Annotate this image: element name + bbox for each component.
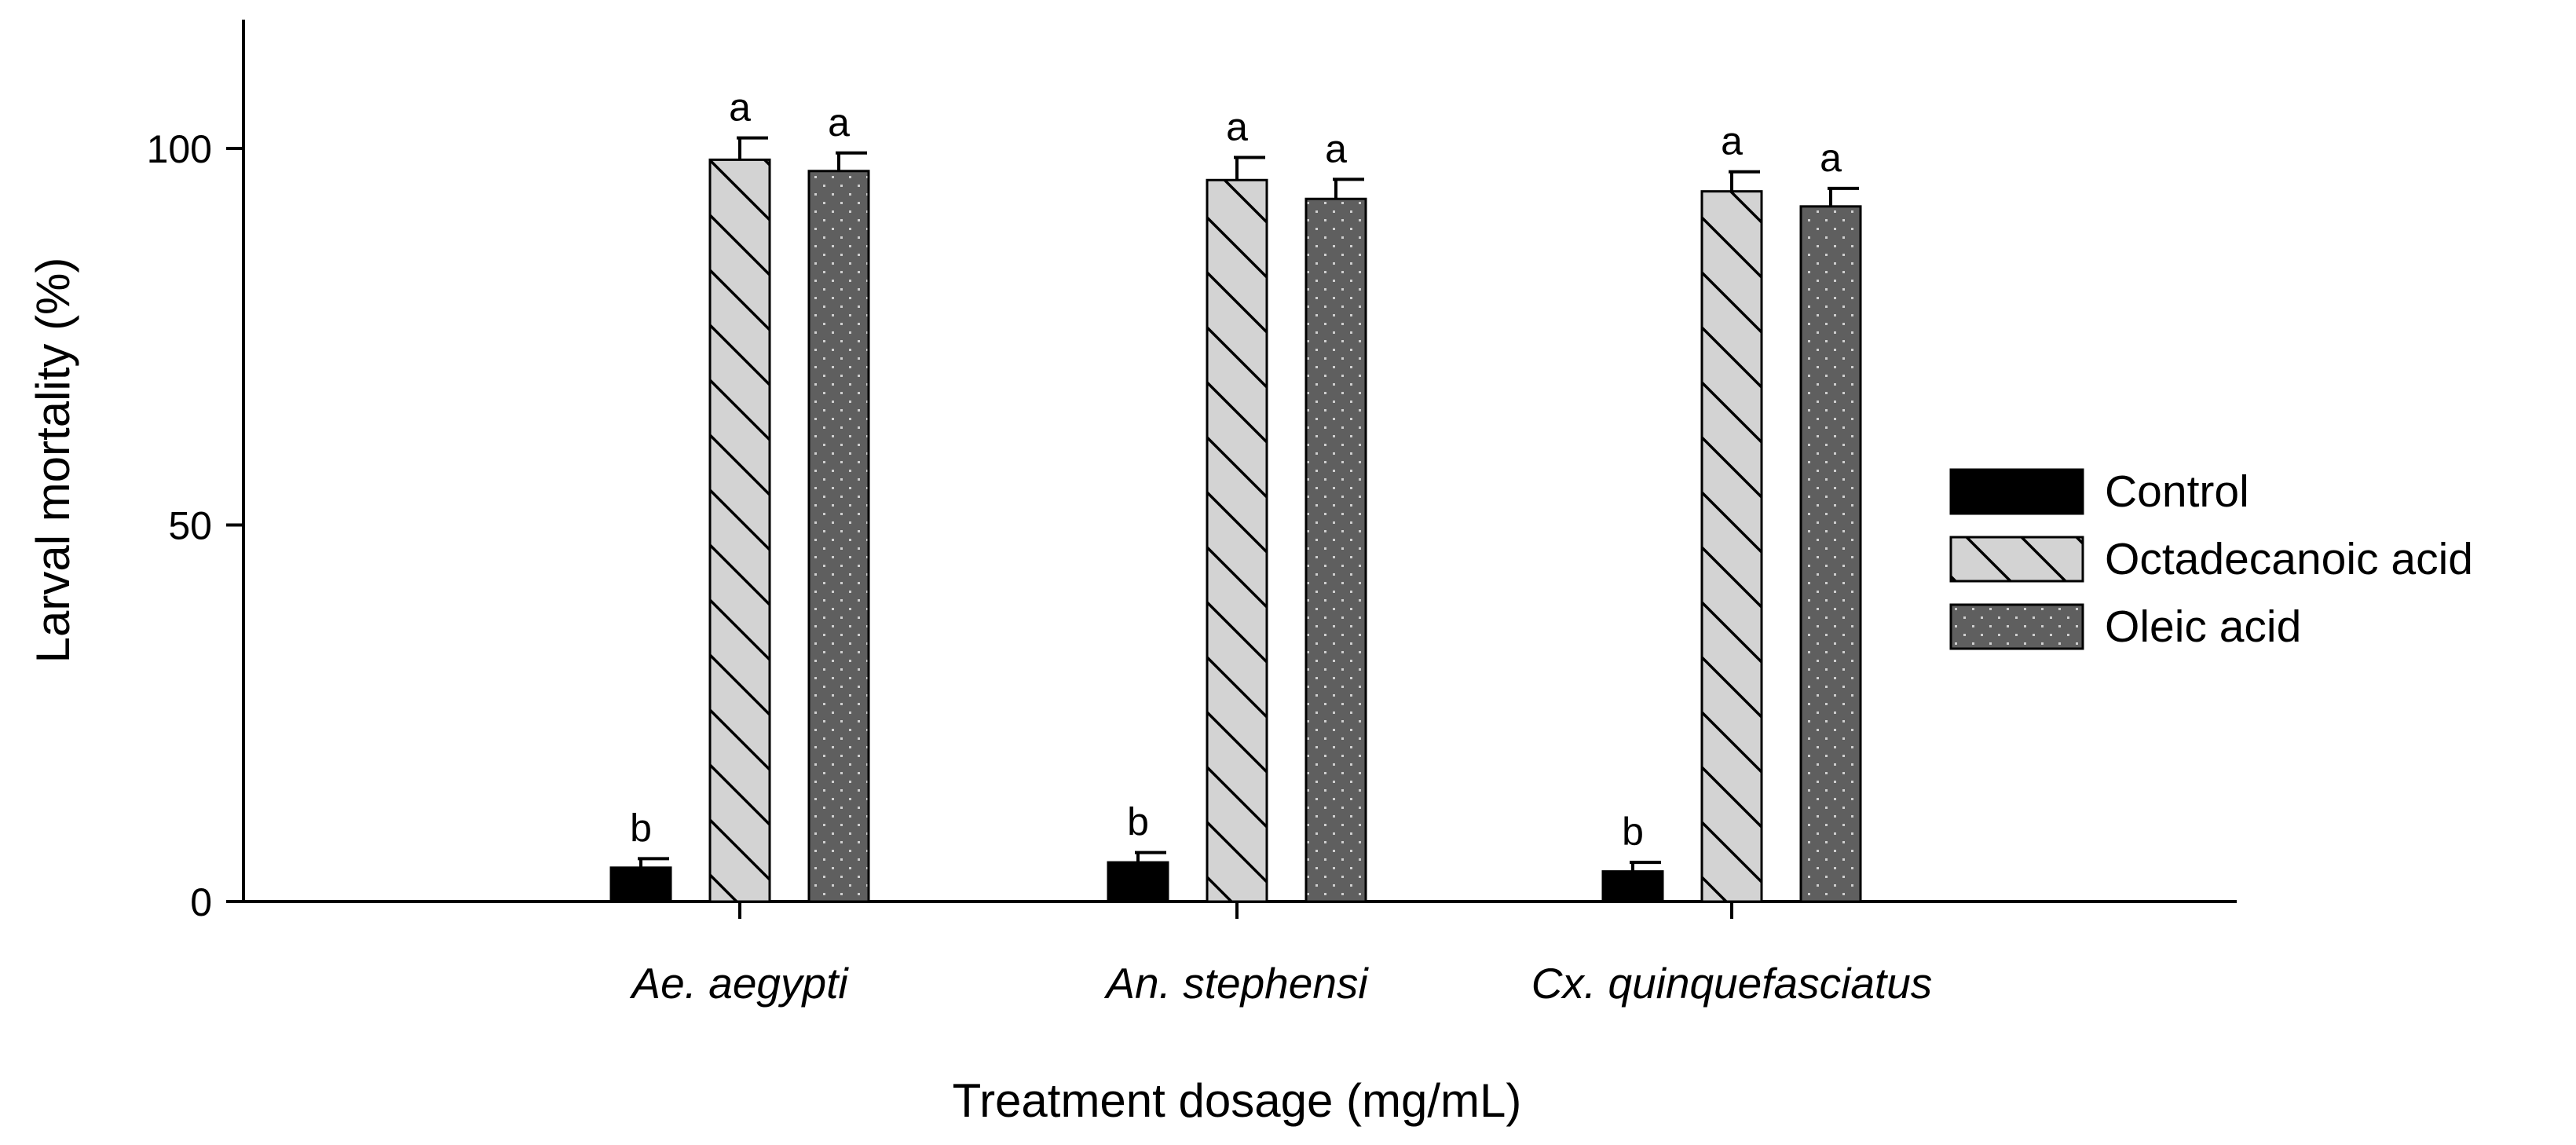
legend-swatch bbox=[1949, 536, 2084, 583]
legend-swatch bbox=[1949, 603, 2084, 650]
bar bbox=[1601, 870, 1664, 903]
y-axis-title: Larval mortality (%) bbox=[27, 258, 79, 664]
significance-letter: a bbox=[828, 101, 850, 144]
x-category-label: Ae. aegypti bbox=[629, 959, 849, 1008]
bar bbox=[1107, 861, 1169, 903]
significance-letter: b bbox=[1127, 800, 1149, 844]
error-bar bbox=[1333, 177, 1364, 199]
significance-letter: a bbox=[1325, 126, 1347, 170]
significance-letter: a bbox=[1721, 119, 1743, 163]
bar bbox=[807, 170, 870, 903]
bar bbox=[1799, 205, 1862, 903]
legend-label: Control bbox=[2105, 466, 2249, 517]
error-bar bbox=[1234, 155, 1265, 181]
significance-letter: a bbox=[729, 86, 751, 130]
error-bar bbox=[836, 151, 867, 171]
bar bbox=[1304, 197, 1367, 903]
y-tick-label: 0 bbox=[190, 880, 212, 924]
legend-label: Oleic acid bbox=[2105, 602, 2301, 652]
x-category-label: Cx. quinquefasciatus bbox=[1531, 959, 1933, 1008]
bar bbox=[1700, 190, 1763, 903]
error-bar bbox=[1729, 170, 1760, 192]
error-bar bbox=[1828, 186, 1859, 207]
error-bar bbox=[737, 136, 768, 160]
legend-label: Octadecanoic acid bbox=[2105, 534, 2473, 584]
legend-swatch bbox=[1949, 468, 2084, 515]
error-bar bbox=[1135, 851, 1166, 863]
error-bar bbox=[1630, 861, 1661, 872]
significance-letter: b bbox=[1622, 810, 1644, 854]
bar bbox=[708, 158, 771, 903]
error-bar bbox=[638, 857, 669, 868]
significance-letter: a bbox=[1820, 136, 1842, 180]
x-category-label: An. stephensi bbox=[1103, 959, 1369, 1008]
x-axis-title: Treatment dosage (mg/mL) bbox=[953, 1074, 1522, 1127]
bar bbox=[1206, 178, 1268, 903]
y-tick-label: 50 bbox=[168, 504, 212, 548]
y-tick-label: 100 bbox=[147, 127, 212, 171]
significance-letter: b bbox=[630, 806, 652, 850]
bar bbox=[609, 866, 672, 903]
significance-letter: a bbox=[1226, 105, 1248, 149]
